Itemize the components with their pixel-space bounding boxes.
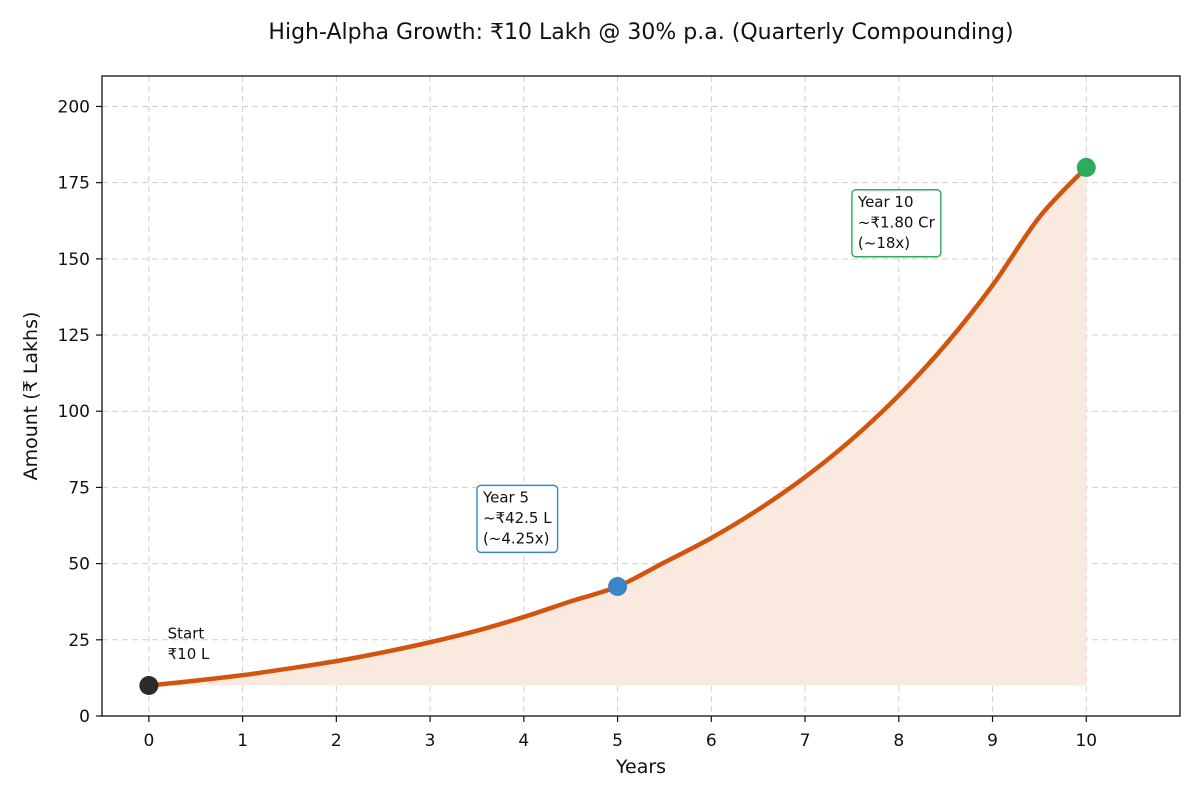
y-tick-label: 75 <box>68 478 90 498</box>
annotation-text-line: (~4.25x) <box>483 529 550 547</box>
x-tick-label: 2 <box>331 731 342 751</box>
annotation-box <box>476 484 559 554</box>
x-tick-label: 7 <box>800 731 811 751</box>
annotation-year-10: Year 10 ~₹1.80 Cr (~18x) <box>851 189 942 258</box>
y-tick-label: 25 <box>68 631 90 651</box>
marker-year-5 <box>608 576 628 596</box>
y-tick-label: 125 <box>58 326 90 346</box>
annotation-text-line: ~₹42.5 L <box>483 509 552 527</box>
x-tick-label: 0 <box>143 731 154 751</box>
annotation-text-line: Start <box>168 625 205 643</box>
series-line-growth <box>146 165 1089 688</box>
x-tick-label: 5 <box>612 731 623 751</box>
x-tick-label: 1 <box>237 731 248 751</box>
annotation-box <box>851 189 942 258</box>
x-tick-label: 4 <box>518 731 529 751</box>
annotation-text-line: Year 10 <box>857 193 914 211</box>
x-axis-label: Years <box>615 756 666 778</box>
y-tick-label: 150 <box>58 250 90 270</box>
x-tick-label: 3 <box>425 731 436 751</box>
x-tick-label: 6 <box>706 731 717 751</box>
annotation-year-5: Year 5 ~₹42.5 L (~4.25x) <box>476 484 559 554</box>
annotation-text-line: ₹10 L <box>168 645 210 663</box>
annotation-start: Start ₹10 L <box>168 625 210 664</box>
x-axis-ticks: 0 1 2 3 4 5 6 7 8 9 10 <box>143 716 1097 751</box>
annotation-text-line: ~₹1.80 Cr <box>858 213 936 231</box>
y-tick-label: 50 <box>68 555 90 575</box>
annotation-text-line: (~18x) <box>858 234 910 252</box>
y-tick-label: 175 <box>58 174 90 194</box>
area-fill <box>148 167 1087 686</box>
annotations: Start ₹10 L Year 5 ~₹42.5 L (~4.25x) Year 10 ~… <box>168 189 942 664</box>
y-axis-ticks: 0 25 50 75 100 125 150 175 200 <box>58 97 102 727</box>
annotation-text-line: Year 5 <box>482 488 529 506</box>
x-tick-label: 9 <box>987 731 998 751</box>
chart-title: High-Alpha Growth: ₹10 Lakh @ 30% p.a. (… <box>268 20 1013 45</box>
marker-year-10 <box>1076 157 1096 177</box>
y-tick-label: 200 <box>58 97 90 117</box>
y-axis-label: Amount (₹ Lakhs) <box>20 312 42 481</box>
marker-start <box>139 676 159 696</box>
plot-frame <box>101 75 1181 717</box>
series-lines <box>146 165 1089 688</box>
x-tick-label: 10 <box>1075 731 1097 751</box>
x-tick-label: 8 <box>893 731 904 751</box>
point-markers <box>139 157 1096 696</box>
y-tick-label: 0 <box>79 707 90 727</box>
y-tick-label: 100 <box>58 402 90 422</box>
area-growth-curve <box>148 167 1087 686</box>
